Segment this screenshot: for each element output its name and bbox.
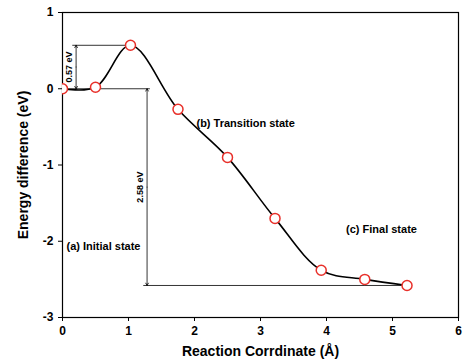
svg-text:6: 6 xyxy=(455,324,462,338)
svg-text:Reaction Corrdinate (Å): Reaction Corrdinate (Å) xyxy=(182,343,339,359)
svg-text:0: 0 xyxy=(59,324,66,338)
svg-text:1: 1 xyxy=(47,5,54,19)
svg-text:4: 4 xyxy=(323,324,330,338)
svg-text:0: 0 xyxy=(47,82,54,96)
svg-text:(b) Transition state: (b) Transition state xyxy=(196,117,294,129)
svg-text:2: 2 xyxy=(191,324,198,338)
svg-text:5: 5 xyxy=(389,324,396,338)
svg-text:Energy difference (eV): Energy difference (eV) xyxy=(15,91,31,240)
svg-text:(c) Final state: (c) Final state xyxy=(346,223,417,235)
svg-text:-2: -2 xyxy=(43,234,54,248)
svg-text:-1: -1 xyxy=(43,158,54,172)
svg-text:1: 1 xyxy=(125,324,132,338)
svg-text:(a) Initial state: (a) Initial state xyxy=(67,240,141,252)
svg-text:0.57 eV: 0.57 eV xyxy=(64,52,74,83)
svg-text:-3: -3 xyxy=(43,310,54,324)
svg-text:2.58 eV: 2.58 eV xyxy=(135,172,145,203)
svg-text:3: 3 xyxy=(257,324,264,338)
